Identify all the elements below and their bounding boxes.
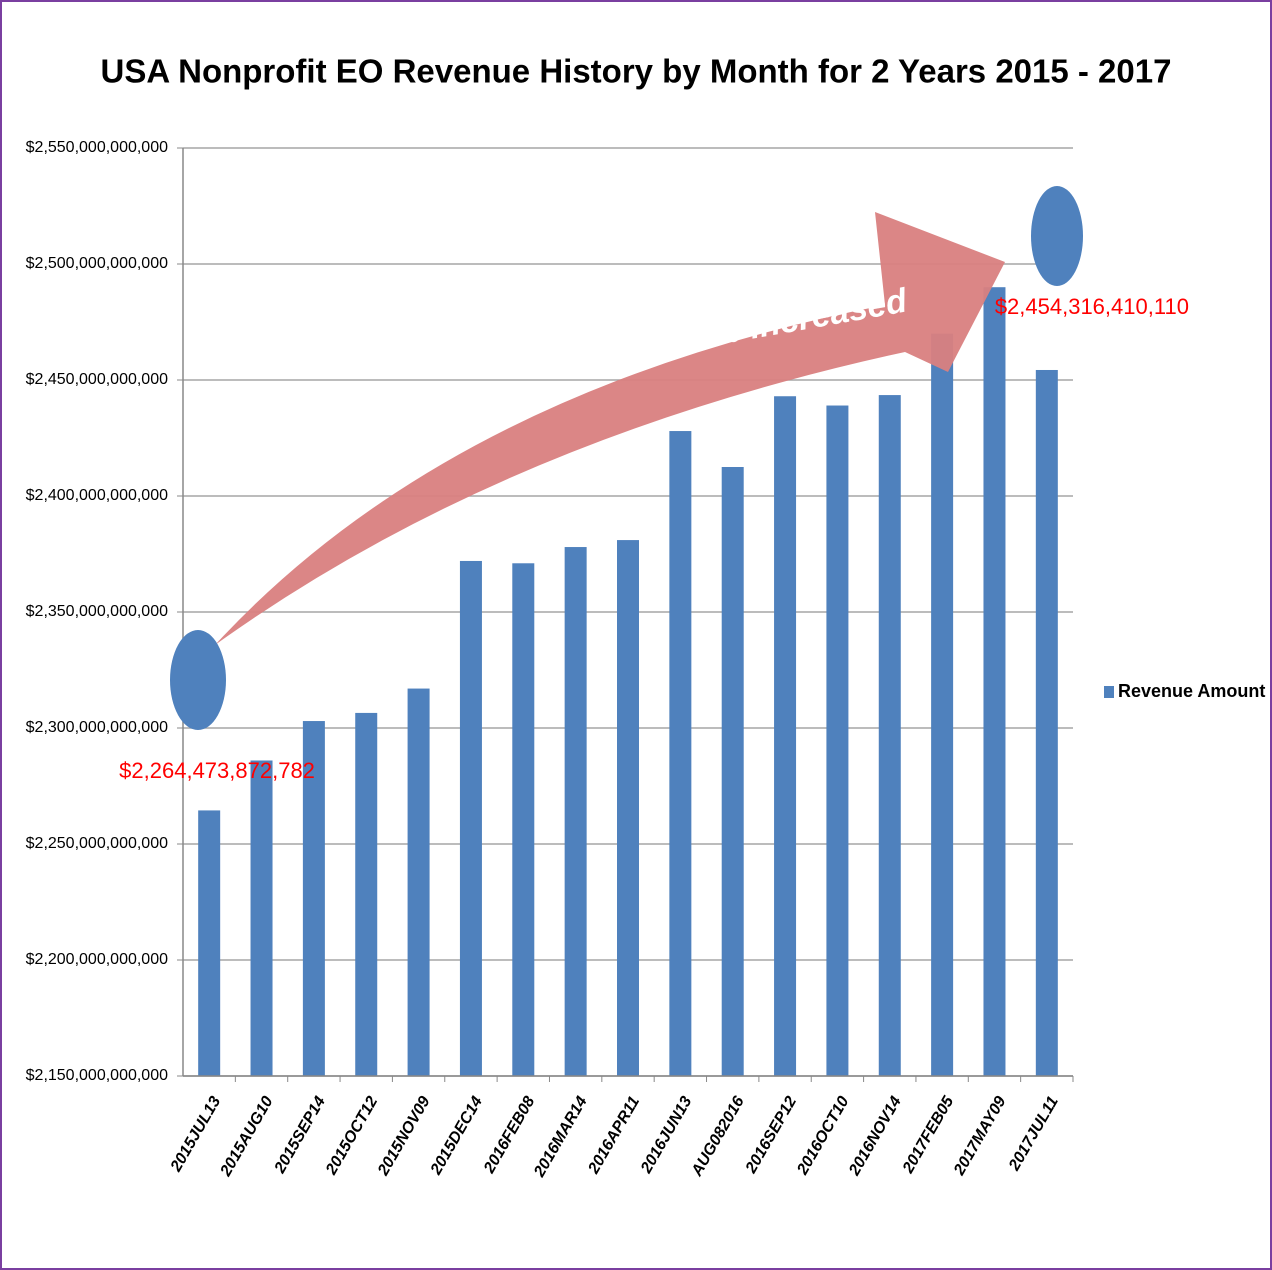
bar [617, 540, 639, 1076]
y-tick-label: $2,400,000,000,000 [26, 487, 168, 504]
bar [250, 760, 273, 1076]
y-tick-label: $2,450,000,000,000 [26, 371, 168, 388]
bar [198, 810, 221, 1076]
bar [564, 547, 587, 1076]
bar [721, 467, 744, 1076]
y-tick-label: $2,150,000,000,000 [26, 1067, 168, 1084]
labels: $2,264,473,872,782 $2,454,316,410,110 [119, 294, 1189, 783]
bar [774, 396, 797, 1076]
bar [302, 721, 325, 1076]
legend-swatch [1104, 686, 1114, 698]
bar [355, 712, 378, 1076]
bar [459, 560, 482, 1076]
legend-label: Revenue Amount [1118, 681, 1265, 701]
bar [669, 431, 692, 1076]
value-label: $2,454,316,410,110 [995, 294, 1189, 319]
marker-circle [170, 630, 226, 730]
plot: $2,150,000,000,000 $2,200,000,000,000 $2,2… [26, 139, 1266, 1181]
bar [878, 395, 901, 1077]
bar [826, 405, 849, 1076]
chart-title: USA Nonprofit EO Revenue History by Mont… [101, 53, 1172, 90]
marker-circle [1031, 186, 1083, 286]
value-label: $2,264,473,872,782 [119, 758, 315, 783]
arrow [215, 212, 1005, 645]
y-tick-label: $2,250,000,000,000 [26, 835, 168, 852]
bar [931, 333, 954, 1077]
bar [512, 563, 535, 1076]
y-tick-label: $2,550,000,000,000 [26, 139, 168, 156]
y-tick-label: $2,500,000,000,000 [26, 255, 168, 272]
y-tick-label: $2,350,000,000,000 [26, 603, 168, 620]
bar [1035, 369, 1058, 1076]
bar [407, 688, 430, 1076]
y-tick-label: $2,200,000,000,000 [26, 951, 168, 968]
y-tick-label: $2,300,000,000,000 [26, 719, 168, 736]
bar [983, 287, 1006, 1076]
